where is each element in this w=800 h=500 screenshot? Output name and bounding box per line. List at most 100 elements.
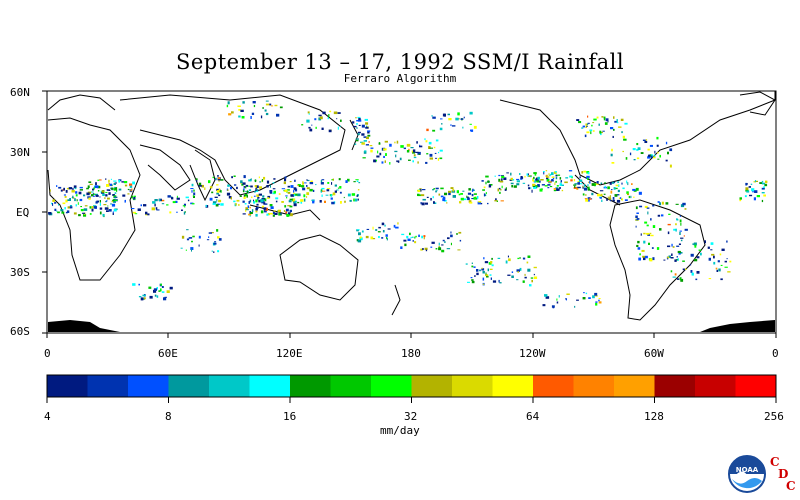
rain-pixel	[259, 186, 262, 189]
rain-pixel	[75, 194, 78, 197]
rain-pixel	[169, 286, 173, 290]
rain-pixel	[417, 189, 421, 192]
rain-pixel	[604, 185, 606, 189]
rain-pixel	[108, 179, 110, 183]
rain-pixel	[256, 185, 259, 188]
rain-pixel	[241, 116, 245, 119]
rain-pixel	[577, 182, 580, 185]
rain-pixel	[526, 173, 529, 176]
noaa-logo: NOAA	[728, 455, 766, 493]
rain-pixel	[306, 187, 310, 190]
rain-pixel	[636, 143, 639, 146]
rain-pixel	[270, 105, 274, 107]
rain-pixel	[255, 213, 258, 217]
rain-pixel	[508, 258, 511, 262]
rain-pixel	[326, 188, 331, 190]
rain-pixel	[154, 294, 157, 297]
rain-pixel	[234, 184, 237, 186]
rain-pixel	[312, 201, 315, 204]
rain-pixel	[270, 206, 274, 209]
rain-pixel	[420, 202, 422, 205]
rain-pixel	[318, 114, 322, 117]
rain-pixel	[603, 193, 606, 195]
rain-pixel	[352, 121, 355, 124]
rain-pixel	[501, 175, 505, 179]
rain-pixel	[302, 181, 304, 183]
rain-pixel	[326, 189, 330, 192]
rain-pixel	[460, 197, 464, 201]
rain-pixel	[533, 186, 537, 189]
rain-pixel	[533, 266, 537, 269]
antarctica-shape	[48, 320, 120, 332]
rain-pixel	[750, 183, 753, 185]
rain-pixel	[196, 180, 198, 182]
rain-pixel	[610, 190, 613, 194]
colorbar-cell	[695, 375, 736, 397]
rain-pixel	[479, 269, 481, 272]
rain-pixel	[761, 182, 765, 185]
rain-pixel	[553, 188, 556, 190]
rain-pixel	[460, 118, 464, 120]
rain-pixel	[537, 184, 540, 187]
rain-pixel	[242, 200, 245, 203]
rain-pixel	[505, 260, 508, 264]
rain-pixel	[239, 195, 242, 197]
rain-pixel	[465, 263, 468, 265]
rain-pixel	[242, 213, 246, 215]
rain-pixel	[293, 190, 295, 193]
rain-pixel	[138, 296, 142, 298]
rain-pixel	[294, 193, 298, 196]
rain-pixel	[161, 203, 165, 205]
rain-pixel	[761, 199, 764, 203]
rain-pixel	[160, 283, 162, 286]
rain-pixel	[331, 201, 335, 205]
rain-pixel	[679, 215, 681, 217]
rain-pixel	[481, 267, 483, 269]
rain-pixel	[409, 232, 411, 236]
rain-pixel	[424, 138, 426, 141]
rain-pixel	[370, 147, 374, 149]
rain-pixel	[713, 255, 715, 259]
rain-pixel	[102, 213, 105, 217]
rain-pixel	[682, 202, 686, 206]
rain-pixel	[105, 194, 108, 197]
rain-pixel	[412, 149, 416, 153]
rain-pixel	[240, 109, 244, 112]
rain-pixel	[111, 200, 113, 203]
rain-pixel	[587, 122, 590, 124]
rain-pixel	[195, 178, 198, 181]
rain-pixel	[636, 157, 640, 160]
rain-pixel	[529, 284, 532, 287]
rain-pixel	[249, 199, 252, 203]
rain-pixel	[546, 176, 550, 178]
rain-pixel	[293, 198, 295, 202]
rain-pixel	[452, 189, 455, 192]
rain-pixel	[367, 134, 371, 137]
rain-pixel	[522, 280, 525, 283]
rain-pixel	[272, 214, 275, 217]
rain-pixel	[251, 112, 255, 115]
rain-pixel	[470, 129, 474, 132]
rain-pixel	[363, 151, 367, 154]
rain-pixel	[499, 180, 504, 183]
rain-pixel	[129, 185, 133, 188]
rain-pixel	[430, 246, 433, 248]
rain-pixel	[272, 182, 275, 184]
rain-pixel	[220, 190, 222, 193]
rain-pixel	[573, 179, 576, 182]
rain-pixel	[560, 180, 562, 183]
rain-pixel	[556, 185, 559, 187]
rain-pixel	[306, 185, 308, 187]
rain-pixel	[633, 159, 636, 161]
rain-pixel	[692, 243, 695, 245]
rain-pixel	[244, 203, 247, 205]
rain-pixel	[591, 124, 593, 127]
rain-pixel	[418, 153, 421, 155]
rain-pixel	[331, 182, 333, 185]
rain-pixel	[471, 190, 474, 192]
rain-pixel	[680, 252, 683, 254]
rain-pixel	[321, 194, 323, 197]
rain-pixel	[301, 124, 304, 126]
rain-pixel	[236, 186, 238, 190]
rain-pixel	[590, 131, 592, 135]
